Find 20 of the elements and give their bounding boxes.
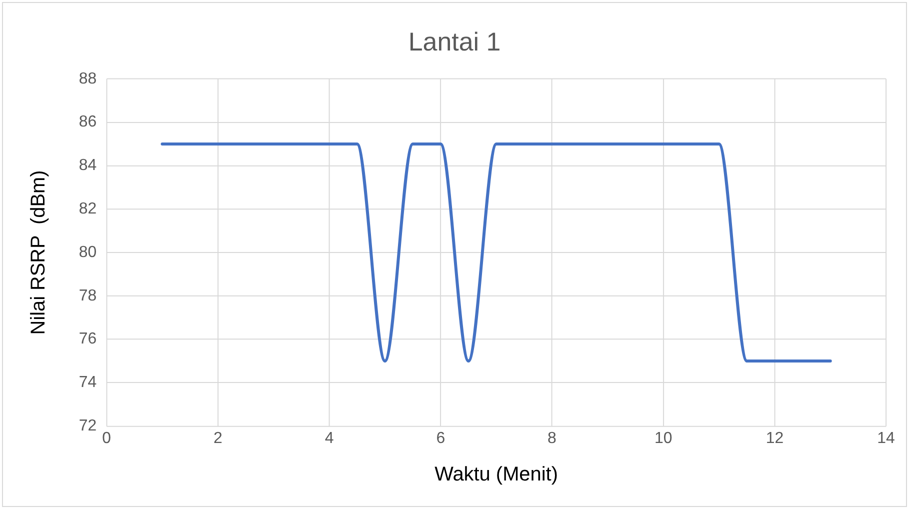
y-tick-label: 76 [78, 330, 97, 348]
x-tick-label: 6 [436, 430, 446, 448]
x-tick-label: 2 [213, 430, 222, 448]
x-axis-title: Waktu (Menit) [434, 464, 558, 486]
y-tick-label: 88 [78, 70, 97, 88]
y-tick-label: 82 [78, 200, 97, 218]
x-tick-label: 14 [877, 430, 896, 448]
y-tick-label: 80 [78, 244, 97, 261]
y-tick-label: 84 [78, 157, 97, 174]
chart-title: Lantai 1 [408, 28, 501, 57]
x-tick-label: 0 [102, 430, 112, 448]
y-tick-label: 72 [78, 418, 97, 435]
x-tick-label: 12 [766, 430, 784, 448]
y-axis-title: Nilai RSRP (dBm) [27, 170, 50, 335]
x-tick-label: 10 [654, 430, 672, 448]
x-tick-label: 4 [324, 430, 334, 448]
y-tick-label: 78 [78, 287, 97, 304]
x-tick-label: 8 [548, 430, 557, 448]
y-tick-label: 86 [78, 114, 97, 131]
y-tick-label: 74 [78, 374, 97, 392]
